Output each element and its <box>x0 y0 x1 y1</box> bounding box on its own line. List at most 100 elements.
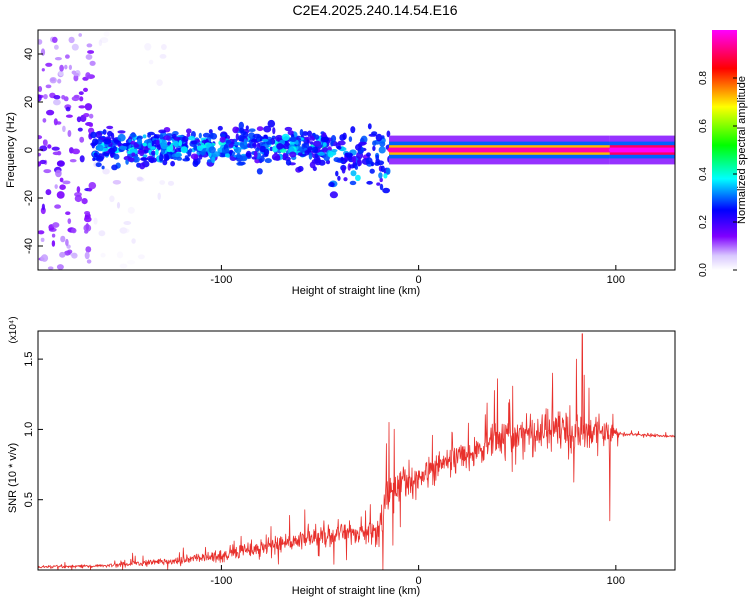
heatmap-cell <box>323 142 327 147</box>
heatmap-cell <box>106 125 114 130</box>
heatmap-cell <box>217 125 223 131</box>
heatmap-cell <box>103 31 110 37</box>
heatmap-cell <box>38 86 43 92</box>
heatmap-cell <box>147 131 155 136</box>
y-tick-label: 1.0 <box>23 422 35 437</box>
heatmap-cell <box>73 72 80 77</box>
heatmap-cell <box>38 39 43 45</box>
heatmap-cell <box>56 150 62 156</box>
heatmap-cell <box>312 166 317 172</box>
heatmap-cell <box>156 79 163 86</box>
heatmap-cell <box>366 152 371 157</box>
colorbar-tick-label: 0.6 <box>698 119 709 133</box>
heatmap-cell <box>73 74 79 82</box>
heatmap-cell <box>348 136 353 143</box>
heatmap-cell <box>47 144 52 149</box>
heatmap-cell <box>186 132 191 138</box>
heatmap-cell <box>84 229 89 234</box>
heatmap-cell <box>253 150 258 158</box>
heatmap-cell <box>193 144 198 151</box>
spectrogram-panel: -100 0 100 -40 -20 0 20 40 Height of straight … <box>5 29 676 297</box>
heatmap-cell <box>137 254 145 260</box>
heatmap-cell <box>282 152 286 159</box>
heatmap-cell <box>58 70 64 77</box>
colorbar-tick-label: 0.8 <box>698 71 709 85</box>
heatmap-cell <box>65 54 70 59</box>
heatmap-cell <box>304 136 309 140</box>
heatmap-cell <box>297 165 304 172</box>
heatmap-cell <box>379 183 384 191</box>
heatmap-cell <box>289 151 297 158</box>
heatmap-cell <box>53 95 61 100</box>
heatmap-cell <box>228 143 234 148</box>
heatmap-cell <box>51 233 56 238</box>
heatmap-cell <box>322 132 327 138</box>
heatmap-cell <box>116 251 124 259</box>
heatmap-cell <box>162 159 168 166</box>
colorbar: 0.0 0.2 0.4 0.6 0.8 Normalized spectral ampl… <box>698 30 748 277</box>
heatmap-cell <box>56 264 64 270</box>
heatmap-cell <box>314 153 319 158</box>
heatmap-cell <box>561 148 569 152</box>
snr-y-ticks: 0.5 1.0 1.5 <box>23 351 43 507</box>
x-tick-label: 0 <box>416 575 422 587</box>
heatmap-cell <box>53 118 58 126</box>
heatmap-cell <box>71 43 79 51</box>
heatmap-marks <box>38 31 675 270</box>
heatmap-cell <box>103 138 112 145</box>
heatmap-cell <box>330 140 334 147</box>
heatmap-cell <box>225 139 232 144</box>
heatmap-cell <box>272 127 276 135</box>
heatmap-cell <box>379 141 386 147</box>
heatmap-cell <box>374 161 381 166</box>
heatmap-cell <box>83 87 88 92</box>
y-tick-label: 1.5 <box>23 351 35 366</box>
heatmap-cell <box>178 140 182 147</box>
heatmap-cell <box>331 149 338 153</box>
heatmap-cell <box>282 142 291 150</box>
heatmap-cell <box>617 148 625 152</box>
heatmap-cell <box>117 133 126 142</box>
heatmap-region <box>90 119 333 175</box>
heatmap-cell <box>89 60 96 66</box>
heatmap-cell <box>182 158 190 162</box>
heatmap-cell <box>350 170 357 177</box>
heatmap-cell <box>287 130 294 136</box>
y-tick-label: 40 <box>23 48 35 60</box>
heatmap-cell <box>312 140 322 147</box>
heatmap-cell <box>375 133 383 142</box>
heatmap-cell <box>238 134 245 142</box>
heatmap-cell <box>95 162 102 168</box>
heatmap-cell <box>92 157 96 162</box>
heatmap-cell <box>79 96 84 102</box>
heatmap-cell <box>328 182 335 187</box>
heatmap-cell <box>515 148 525 152</box>
heatmap-cell <box>96 144 104 152</box>
colorbar-tick-label: 0.4 <box>698 167 709 181</box>
heatmap-cell <box>354 165 358 170</box>
heatmap-cell <box>225 153 230 158</box>
heatmap-cell <box>84 216 92 223</box>
heatmap-cell <box>76 186 81 193</box>
spectrogram-y-ticks: -40 -20 0 20 40 <box>23 48 43 254</box>
heatmap-cell <box>375 154 380 161</box>
heatmap-cell <box>79 136 85 143</box>
y-tick-label: -40 <box>23 238 35 254</box>
heatmap-cell <box>142 134 147 139</box>
heatmap-cell <box>45 189 52 196</box>
heatmap-cell <box>169 144 174 152</box>
snr-series-line <box>38 333 675 570</box>
y-tick-label: 20 <box>23 96 35 108</box>
heatmap-cell <box>133 142 140 148</box>
heatmap-cell <box>52 222 60 228</box>
heatmap-cell <box>188 148 193 154</box>
colorbar-gradient <box>712 30 737 270</box>
heatmap-cell <box>119 145 127 150</box>
heatmap-cell <box>335 170 339 177</box>
heatmap-cell <box>95 155 104 162</box>
heatmap-cell <box>54 184 58 190</box>
heatmap-cell <box>87 50 95 54</box>
heatmap-cell <box>102 129 107 135</box>
heatmap-cell <box>191 140 198 145</box>
heatmap-cell <box>64 64 68 70</box>
